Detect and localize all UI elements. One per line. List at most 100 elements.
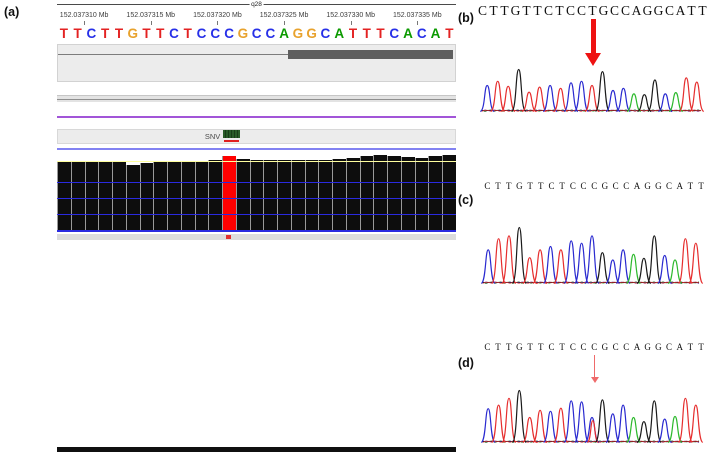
trace-peak	[657, 254, 672, 285]
sanger-base: A	[633, 181, 641, 191]
trace-peak	[563, 82, 579, 113]
bottom-black-bar	[57, 447, 456, 452]
ruler-tick-label: 152.037330 Mb	[326, 12, 375, 19]
ruler-tick-mark	[350, 21, 352, 25]
reference-base: G	[237, 26, 249, 41]
sanger-base: G	[655, 181, 662, 191]
gene-track[interactable]	[57, 44, 456, 82]
coverage-bar	[332, 159, 346, 232]
ruler-tick-mark	[150, 21, 152, 25]
chromatogram-d	[480, 389, 704, 444]
sanger-base: T	[538, 181, 544, 191]
trace-peak	[658, 93, 673, 113]
trace-peak	[553, 249, 569, 285]
sanger-base: C	[591, 181, 598, 191]
coverage-bars	[57, 154, 456, 232]
ruler-tick-mark	[284, 21, 286, 25]
sanger-base: T	[687, 3, 696, 18]
reference-base: A	[430, 26, 441, 41]
reference-base: T	[445, 26, 454, 41]
trace-peak	[491, 238, 506, 285]
sanger-base: G	[644, 342, 651, 352]
trace-peak	[501, 235, 517, 285]
coverage-bar	[359, 156, 374, 232]
sanger-base: T	[559, 342, 565, 352]
sanger-base: G	[516, 342, 523, 352]
ideogram-band-label: q28	[249, 0, 264, 9]
sanger-base: T	[505, 342, 512, 352]
coverage-bar	[277, 160, 291, 232]
sanger-base: T	[687, 342, 694, 352]
trace-peak	[647, 79, 663, 113]
trace-peak	[480, 249, 496, 285]
trace-peak	[553, 407, 569, 444]
reference-base: T	[376, 26, 385, 41]
sanger-base: C	[623, 181, 630, 191]
trace-peak-het	[586, 420, 599, 444]
snv-variant-glyph[interactable]	[223, 130, 241, 143]
trace-peak	[543, 410, 558, 444]
snv-label: SNV	[204, 132, 221, 141]
reference-base: T	[156, 26, 165, 41]
trace-peak	[511, 68, 527, 113]
coverage-track[interactable]	[57, 154, 456, 232]
trace-peak	[605, 259, 620, 285]
snv-annotation: SNV	[204, 130, 241, 143]
reference-base: T	[59, 26, 68, 41]
coverage-baseline	[57, 230, 456, 232]
reference-base: C	[389, 26, 400, 41]
sanger-base: C	[477, 3, 487, 18]
trace-peak	[678, 238, 693, 285]
ruler-tick-label: 152.037315 Mb	[126, 12, 176, 19]
trace-peak	[626, 93, 642, 113]
sanger-base: G	[642, 3, 653, 18]
trace-peak	[490, 80, 506, 113]
track-separator-purple	[57, 116, 456, 118]
coverage-bar	[194, 161, 209, 232]
sanger-base: C	[565, 3, 575, 18]
trace-peak	[521, 91, 537, 113]
snv-glyph-underline	[224, 139, 240, 142]
alignment-reads-track[interactable]	[57, 241, 456, 447]
reference-base: A	[279, 26, 289, 41]
coverage-gridline	[57, 197, 456, 199]
reference-base: T	[348, 26, 358, 41]
trace-peak	[678, 77, 694, 113]
sanger-base: C	[580, 181, 587, 191]
chromatogram-b	[479, 68, 705, 113]
trace-peak	[479, 84, 495, 113]
sanger-base: T	[489, 3, 498, 18]
coordinate-ruler[interactable]: 152.037310 Mb 152.037315 Mb 152.037320 Mb 1…	[57, 12, 456, 25]
trace-peak	[689, 81, 705, 113]
trace-peak	[574, 242, 589, 285]
trace-peak	[543, 245, 558, 285]
coverage-gridline	[57, 214, 456, 216]
chromosome-ideogram[interactable]: q28	[57, 0, 456, 9]
reference-base: C	[169, 26, 179, 41]
empty-track-line	[57, 98, 456, 100]
sanger-base: T	[527, 342, 533, 352]
sanger-base: C	[548, 342, 555, 352]
ruler-tick-label: 152.037310 Mb	[59, 12, 109, 19]
trace-peak	[594, 399, 610, 444]
sanger-base: A	[633, 342, 641, 352]
sanger-base: T	[522, 3, 531, 18]
trace-peak	[636, 421, 652, 444]
sanger-base: G	[516, 181, 523, 191]
sanger-base: C	[591, 342, 598, 352]
trace-baseline-noise	[482, 281, 700, 284]
trace-peak	[595, 252, 610, 285]
trace-peak	[668, 91, 684, 113]
sanger-base: C	[666, 342, 673, 352]
trace-peak	[615, 249, 631, 285]
sanger-base: G	[601, 342, 609, 352]
arrow-shaft	[593, 355, 596, 378]
sanger-base: G	[510, 3, 521, 18]
coverage-bar-variant	[222, 156, 236, 232]
sanger-base: G	[644, 181, 651, 191]
reference-base: C	[210, 26, 221, 41]
snv-track[interactable]: SNV	[57, 129, 456, 144]
